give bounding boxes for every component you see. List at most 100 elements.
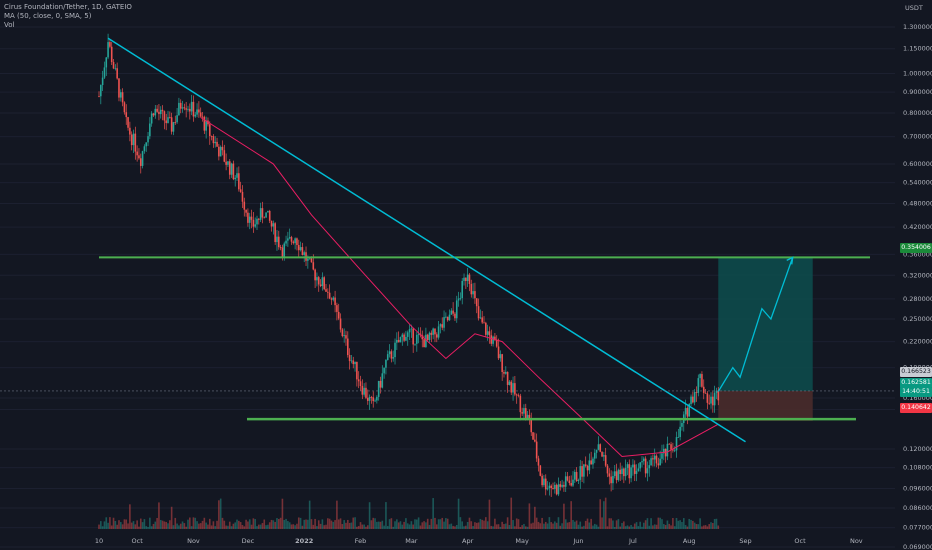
symbol-title[interactable]: Cirus Foundation/Tether, 1D, GATEIO <box>4 3 132 11</box>
volume-bar <box>265 525 267 529</box>
candle-body <box>406 332 409 337</box>
candle-body <box>314 269 316 281</box>
volume-bar <box>103 521 106 529</box>
candle-body <box>604 455 607 466</box>
price-tick-label: 0.108000 <box>903 464 932 472</box>
volume-bar <box>139 518 142 529</box>
candle-body <box>570 483 572 486</box>
candle-body <box>223 150 226 162</box>
volume-bar <box>628 526 631 529</box>
candle-body <box>586 465 589 471</box>
time-axis[interactable]: 10 Oct Nov Dec 2022 Feb Mar Apr May Jun Jul Aug Sep O… <box>95 537 863 545</box>
candle-body <box>383 367 385 374</box>
candle-body <box>187 108 189 110</box>
volume-bar <box>579 521 582 529</box>
candle-body <box>410 328 413 330</box>
volume-bar <box>377 521 380 529</box>
volume-bar <box>641 526 643 529</box>
volume-bar <box>288 522 291 529</box>
volume-bar <box>468 517 471 529</box>
volume-bar <box>568 522 571 529</box>
candle-body <box>136 151 138 156</box>
candle-body <box>112 62 115 69</box>
volume-bar <box>290 524 293 529</box>
volume-bar <box>396 519 398 529</box>
candle-body <box>492 336 494 344</box>
volume-bar <box>564 519 567 529</box>
candle-body <box>643 458 645 462</box>
candle-body <box>274 223 276 243</box>
candle-body <box>336 305 338 312</box>
candle-body <box>317 277 320 285</box>
price-tick-label: 0.480000 <box>903 199 932 207</box>
volume-bar <box>301 525 304 529</box>
volume-bar <box>319 523 322 529</box>
volume-bar <box>519 526 522 529</box>
candle-body <box>672 449 674 451</box>
volume-bar <box>203 517 206 529</box>
volume-bar <box>317 520 320 529</box>
price-tick-label: 0.096000 <box>903 485 932 493</box>
candle-body <box>294 238 296 244</box>
candle-body <box>210 135 213 137</box>
volume-bar <box>143 519 146 529</box>
candle-body <box>101 77 104 86</box>
candle-body <box>145 142 148 147</box>
volume-bar <box>586 518 589 529</box>
candle-body <box>156 108 158 112</box>
price-tick-label: 0.700000 <box>903 133 932 141</box>
candle-body <box>114 68 117 70</box>
stop-price-tag: 0.140642 <box>900 403 932 413</box>
volume-bar <box>259 524 262 529</box>
candle-body <box>686 407 689 417</box>
volume-bar <box>216 520 218 529</box>
price-tick-label: 1.300000 <box>903 23 932 31</box>
candle-body <box>633 464 636 474</box>
candle-body <box>234 177 237 180</box>
candle-body <box>528 414 531 419</box>
volume-bar <box>419 525 422 529</box>
volume-bar <box>543 523 545 529</box>
candle-body <box>506 371 509 385</box>
volume-bar <box>385 502 387 529</box>
candle-body <box>263 217 266 219</box>
time-tick-label: 10 <box>95 537 103 545</box>
volume-bar <box>495 524 498 529</box>
volume-bar <box>657 517 660 529</box>
candle-body <box>368 396 371 401</box>
candle-body <box>158 111 160 115</box>
volume-bar <box>243 526 246 529</box>
volume-bar <box>574 521 576 529</box>
volume-bar <box>566 522 569 529</box>
candle-body <box>279 247 282 248</box>
volume-bar <box>435 524 438 529</box>
volume-bar <box>149 517 151 529</box>
volume-bar <box>577 524 580 529</box>
candle-body <box>490 335 493 344</box>
candle-body <box>277 236 280 248</box>
volume-bar <box>376 521 378 529</box>
candles[interactable] <box>98 33 720 497</box>
candle-body <box>352 360 355 365</box>
volume-bar <box>434 517 436 529</box>
volume-bar <box>697 524 700 529</box>
candle-body <box>554 484 556 489</box>
volume-bar <box>287 521 289 529</box>
volume-bar <box>303 519 306 529</box>
ma-indicator-label[interactable]: MA (50, close, 0, SMA, 5) <box>4 12 92 20</box>
candle-body <box>608 473 611 477</box>
grid-lines <box>0 26 895 548</box>
volume-bar <box>506 517 509 529</box>
candle-body <box>644 458 647 474</box>
volume-bar <box>617 519 620 529</box>
candle-body <box>702 386 705 393</box>
candle-body <box>339 318 342 330</box>
candle-body <box>701 374 703 387</box>
candle-body <box>485 322 487 335</box>
volume-bar <box>390 518 393 529</box>
candle-body <box>599 444 602 452</box>
volume-indicator-label[interactable]: Vol <box>4 21 15 29</box>
candle-body <box>163 111 166 121</box>
candle-body <box>385 359 387 368</box>
